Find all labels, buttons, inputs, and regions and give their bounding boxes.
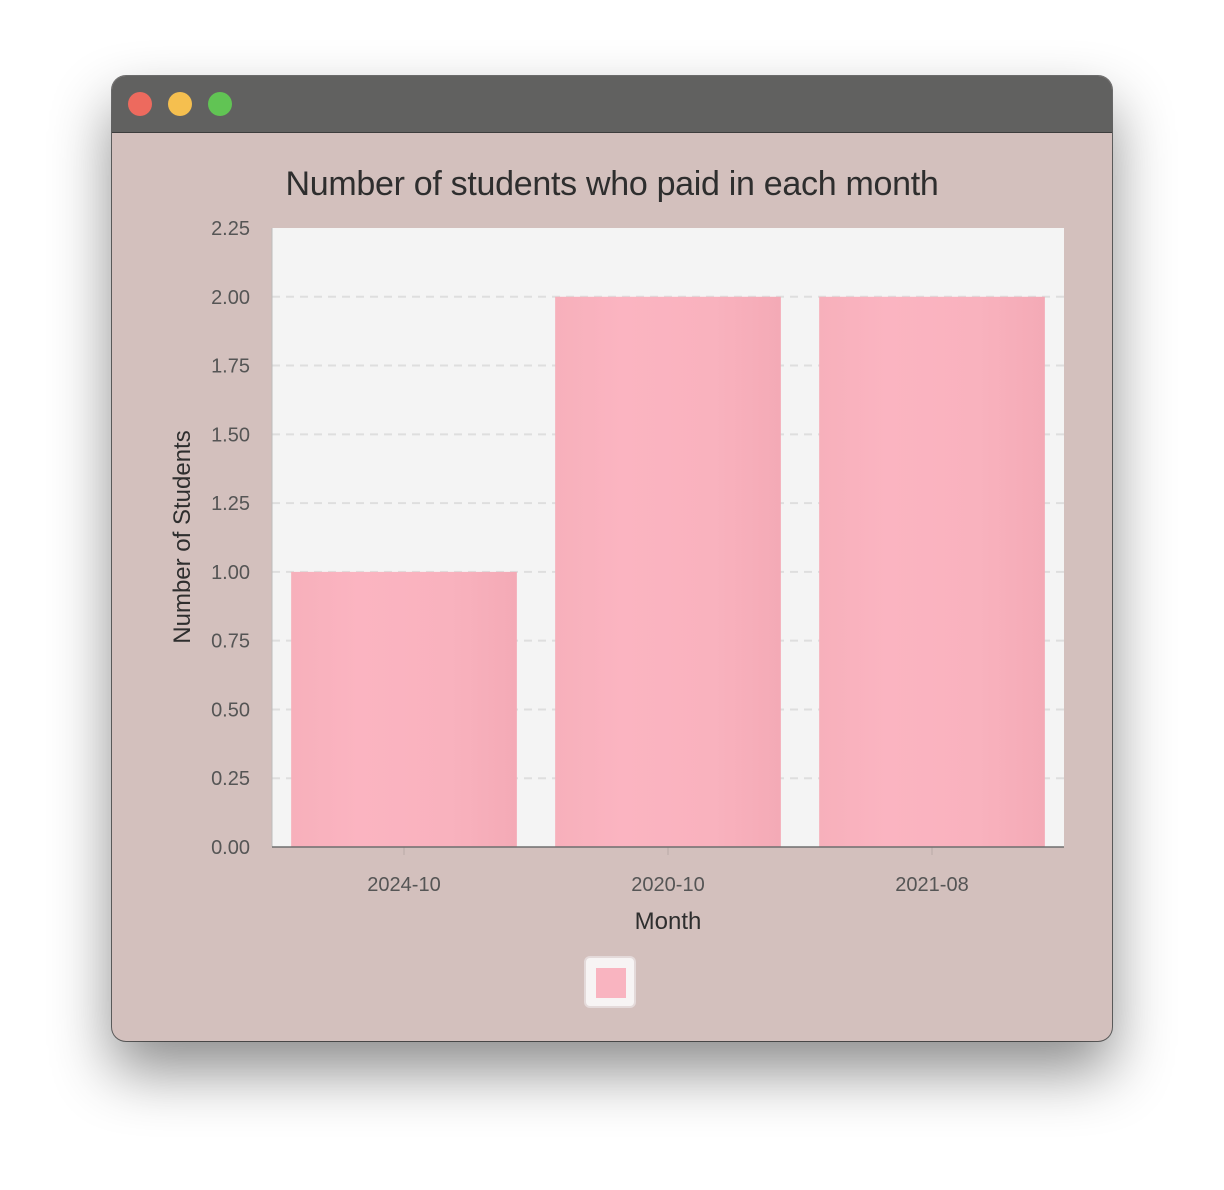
bar [291, 571, 517, 847]
y-tick-label: 1.75 [211, 356, 250, 378]
legend[interactable] [584, 956, 636, 1008]
x-tick-label: 2024-10 [367, 874, 440, 896]
y-tick-label: 0.00 [211, 837, 250, 859]
app-window: Number of students who paid in each mont… [112, 76, 1112, 1041]
minimize-window-button[interactable] [168, 92, 192, 116]
x-tick-label: 2020-10 [631, 874, 704, 896]
bar [819, 296, 1045, 847]
chart-panel: Number of students who paid in each mont… [112, 133, 1112, 1041]
y-tick-label: 1.50 [211, 424, 250, 446]
maximize-window-button[interactable] [208, 92, 232, 116]
chart-title: Number of students who paid in each mont… [285, 165, 939, 203]
bar-chart: 0.00 0.25 0.50 0.75 1.00 1.25 1.50 1.75 2.00 2.25… [169, 218, 1064, 935]
title-bar [112, 76, 1112, 133]
x-axis-label: Month [635, 908, 702, 935]
y-tick-label: 2.25 [211, 218, 250, 240]
y-tick-label: 0.75 [211, 631, 250, 653]
y-tick-label: 0.50 [211, 699, 250, 721]
x-tick-label: 2021-08 [895, 874, 968, 896]
y-tick-label: 1.25 [211, 493, 250, 515]
legend-swatch [596, 968, 626, 998]
y-tick-label: 2.00 [211, 287, 250, 309]
bar [555, 296, 781, 847]
close-window-button[interactable] [128, 92, 152, 116]
y-tick-label: 0.25 [211, 768, 250, 790]
y-tick-label: 1.00 [211, 562, 250, 584]
y-axis-label: Number of Students [169, 430, 196, 643]
